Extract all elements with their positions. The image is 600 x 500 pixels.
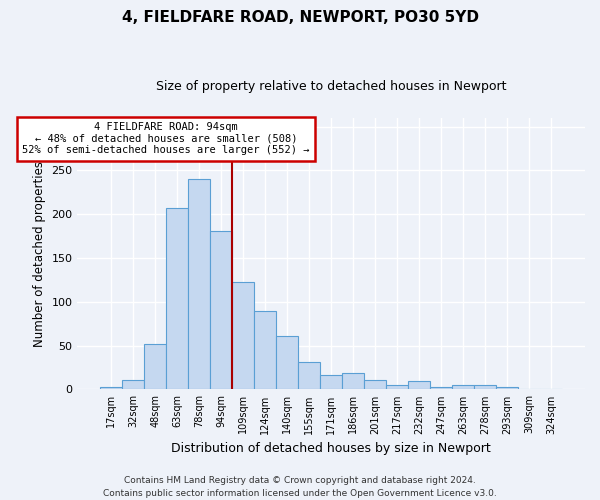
Bar (144, 344, 166, 390)
Bar (298, 362, 320, 390)
Bar (342, 373, 364, 390)
Text: 4 FIELDFARE ROAD: 94sqm
← 48% of detached houses are smaller (508)
52% of semi-d: 4 FIELDFARE ROAD: 94sqm ← 48% of detache… (22, 122, 310, 156)
Bar (408, 380, 430, 390)
Bar (100, 387, 122, 390)
X-axis label: Distribution of detached houses by size in Newport: Distribution of detached houses by size … (171, 442, 491, 455)
Bar (232, 282, 254, 390)
Bar (386, 385, 408, 390)
Bar (430, 387, 452, 390)
Bar (474, 385, 496, 390)
Bar (122, 380, 144, 390)
Bar (166, 208, 188, 390)
Bar (210, 231, 232, 390)
Bar (276, 336, 298, 390)
Bar (254, 312, 276, 390)
Text: Contains HM Land Registry data © Crown copyright and database right 2024.
Contai: Contains HM Land Registry data © Crown c… (103, 476, 497, 498)
Bar (496, 387, 518, 390)
Bar (320, 374, 342, 390)
Bar (188, 179, 210, 390)
Text: 4, FIELDFARE ROAD, NEWPORT, PO30 5YD: 4, FIELDFARE ROAD, NEWPORT, PO30 5YD (121, 10, 479, 25)
Bar (452, 385, 474, 390)
Title: Size of property relative to detached houses in Newport: Size of property relative to detached ho… (156, 80, 506, 93)
Y-axis label: Number of detached properties: Number of detached properties (32, 160, 46, 346)
Bar (364, 380, 386, 390)
